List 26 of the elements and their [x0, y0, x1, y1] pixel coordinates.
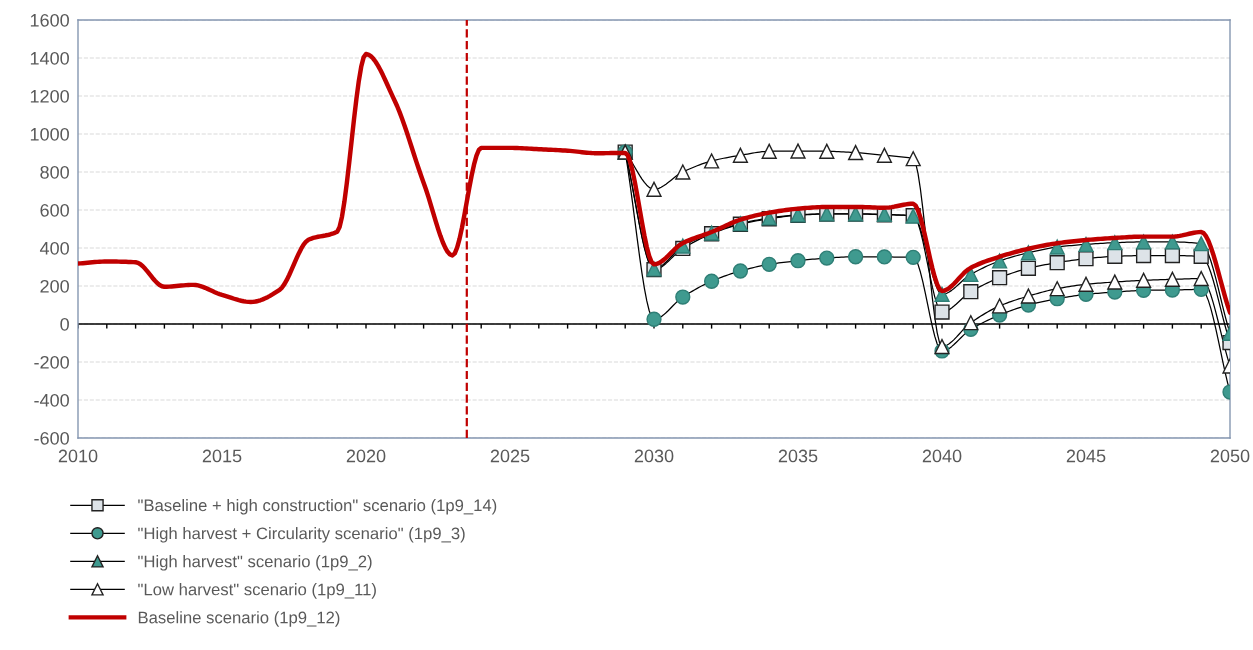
legend-label: Baseline scenario (1p9_12) [138, 611, 340, 627]
y-tick-label: 1400 [30, 51, 69, 65]
y-tick-label: -200 [34, 355, 69, 369]
x-tick-label: 2045 [1066, 449, 1106, 463]
y-tick-label: -600 [34, 431, 69, 445]
legend-label: "High harvest" scenario (1p9_2) [138, 555, 372, 571]
y-tick-label: 0 [60, 317, 69, 331]
y-tick-label: 1600 [30, 13, 69, 27]
x-tick-label: 2020 [346, 449, 386, 463]
x-tick-label: 2010 [58, 449, 98, 463]
legend-label: "Low harvest" scenario (1p9_11) [138, 583, 376, 599]
legend-label: "Baseline + high construction" scenario (1p9_14) [138, 499, 497, 515]
x-tick-label: 2030 [634, 449, 674, 463]
legend-label: "High harvest + Circularity scenario" (1p9_3) [138, 527, 465, 543]
y-tick-label: 1200 [30, 89, 69, 103]
x-tick-label: 2040 [922, 449, 962, 463]
y-tick-label: 800 [40, 165, 69, 179]
x-tick-label: 2025 [490, 449, 530, 463]
y-tick-label: -400 [34, 393, 69, 407]
y-tick-label: 200 [40, 279, 69, 293]
x-tick-label: 2050 [1210, 449, 1250, 463]
x-tick-label: 2035 [778, 449, 818, 463]
y-tick-label: 1000 [30, 127, 69, 141]
y-tick-label: 400 [39, 241, 69, 255]
x-tick-label: 2015 [202, 449, 242, 463]
y-tick-label: 600 [40, 203, 69, 217]
